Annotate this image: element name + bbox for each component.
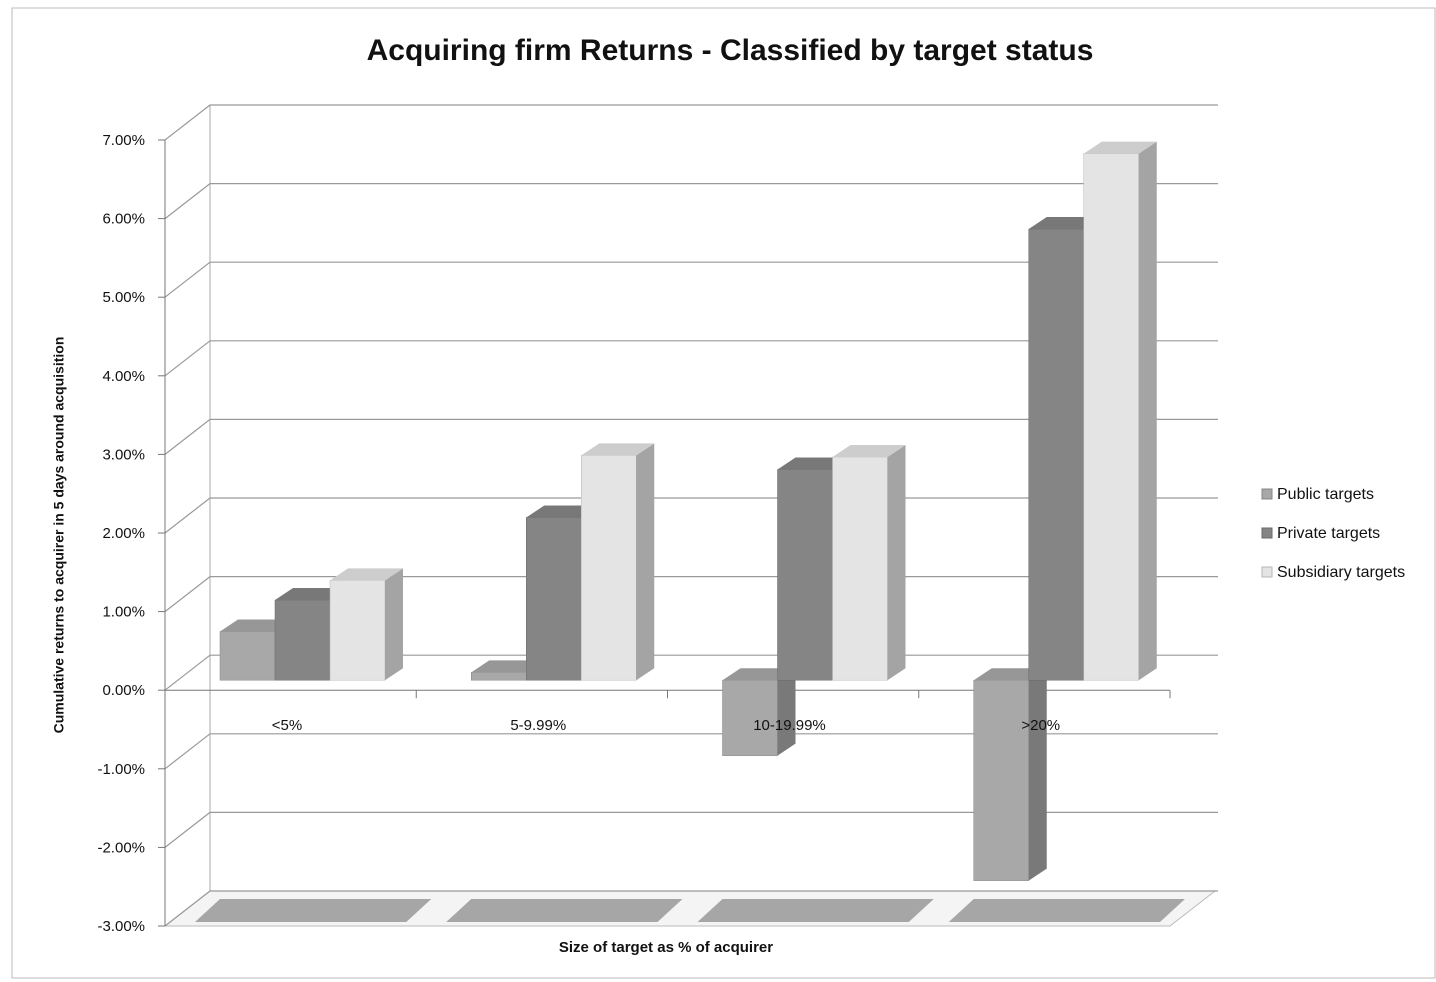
x-tick-label: 5-9.99% [510, 717, 566, 734]
floor-tile [195, 899, 432, 922]
chart-frame [11, 7, 1436, 979]
x-tick-label: <5% [272, 717, 302, 734]
y-tick-label: 7.00% [102, 132, 145, 149]
bar-side [887, 444, 906, 681]
y-tick-label: 5.00% [102, 289, 145, 306]
y-tick-label: -3.00% [97, 918, 145, 935]
bar [329, 568, 403, 681]
legend-swatch [1261, 527, 1273, 539]
y-tick-label: 2.00% [102, 525, 145, 542]
legend-swatch [1261, 488, 1273, 500]
y-axis-title: Cumulative returns to acquirer in 5 days… [51, 337, 67, 734]
bar-front [832, 456, 888, 681]
bar-side [636, 443, 655, 681]
bar-front [1083, 153, 1139, 681]
bar [832, 444, 906, 681]
x-tick-label: >20% [1021, 717, 1060, 734]
bar-side [1138, 141, 1157, 681]
grid-line [164, 418, 1218, 455]
bar [581, 443, 655, 681]
y-tick-label: -2.00% [97, 839, 145, 856]
bar-front [471, 672, 527, 681]
floor-tile [948, 899, 1185, 922]
bar-side [1028, 668, 1047, 881]
bar-top [832, 444, 906, 457]
grid-line [164, 811, 1218, 848]
y-tick-label: 0.00% [102, 682, 145, 699]
y-tick-label: 3.00% [102, 446, 145, 463]
y-tick-label: 4.00% [102, 368, 145, 385]
legend-label: Private targets [1277, 525, 1380, 542]
legend-label: Public targets [1277, 486, 1374, 503]
bar-front [274, 599, 331, 681]
bar-front [722, 679, 778, 756]
bar-side [385, 568, 403, 681]
y-tick-label: 6.00% [102, 211, 145, 228]
grid-line [164, 104, 1218, 141]
legend-swatch [1261, 566, 1273, 578]
chart-title: Acquiring firm Returns - Classified by t… [367, 34, 1094, 67]
bar-front [329, 580, 386, 681]
x-axis-title: Size of target as % of acquirer [559, 939, 773, 956]
grid-line [164, 183, 1218, 220]
y-tick-label: 1.00% [102, 604, 145, 621]
bar-front [1028, 228, 1084, 681]
bar-top [1083, 141, 1157, 154]
bar [973, 668, 1047, 881]
x-tick-label: 10-19.99% [753, 717, 826, 734]
bar-front [219, 631, 276, 681]
bar-top [330, 568, 403, 581]
bar-front [973, 679, 1029, 881]
grid-line [164, 340, 1218, 377]
bar-side [777, 668, 796, 756]
grid-line [164, 733, 1218, 770]
bar [722, 668, 796, 756]
floor-tile [446, 899, 683, 922]
bar-top [581, 443, 655, 456]
bar-front [526, 517, 582, 681]
bar-front [581, 455, 637, 681]
legend-label: Subsidiary targets [1277, 564, 1405, 581]
bar-front [777, 469, 833, 681]
bar [1083, 141, 1157, 681]
grid-line [164, 890, 1218, 927]
y-tick-label: -1.00% [97, 761, 145, 778]
grid-line [164, 261, 1218, 298]
floor-tile [697, 899, 934, 922]
